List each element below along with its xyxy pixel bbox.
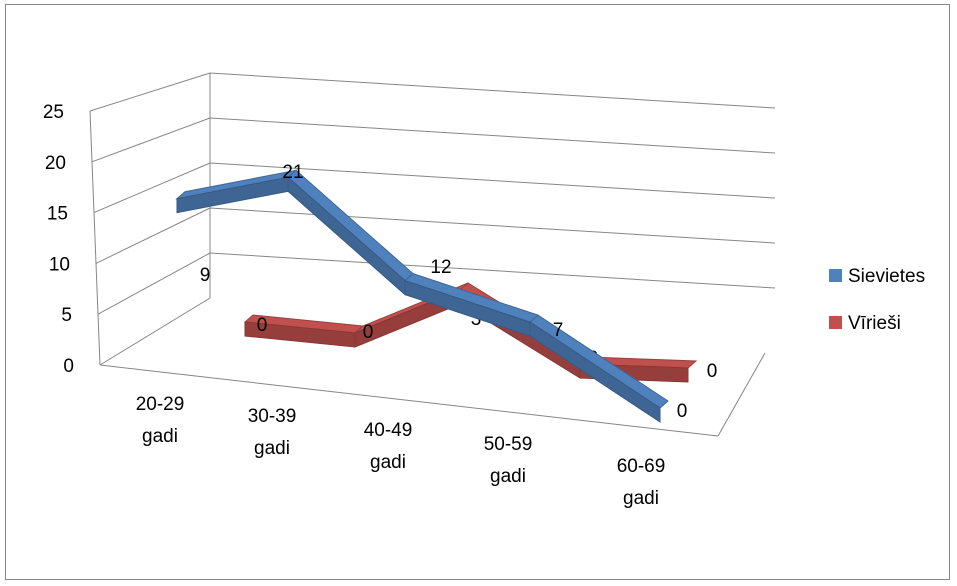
- y-tick-label: 15: [47, 204, 68, 225]
- gridline: [209, 162, 776, 199]
- side-wall-edge: [89, 110, 101, 366]
- legend-label: Sievietes: [848, 266, 925, 287]
- data-label: 7: [553, 320, 564, 341]
- series-ribbon-segment: [287, 169, 414, 282]
- legend-swatch: [829, 316, 842, 329]
- x-tick-label: 60-69: [617, 456, 666, 477]
- series-ribbon-face: [287, 176, 406, 296]
- data-label: 3: [471, 309, 482, 330]
- y-tick-label: 20: [45, 153, 66, 174]
- x-tick-label: 40-49: [364, 420, 413, 441]
- x-tick-label: gadi: [490, 466, 526, 487]
- y-tick-label: 25: [43, 102, 64, 123]
- gridline-side: [95, 207, 211, 264]
- data-label: 9: [200, 265, 211, 286]
- x-tick-label: gadi: [254, 438, 290, 459]
- gridline: [209, 252, 776, 289]
- x-tick-label: 20-29: [136, 394, 185, 415]
- gridline: [209, 72, 776, 109]
- floor-left-edge: [99, 297, 211, 366]
- y-tick-label: 5: [61, 305, 72, 326]
- gridline-side: [93, 162, 211, 214]
- data-label: 21: [282, 162, 303, 183]
- y-tick-label: 10: [49, 254, 70, 275]
- x-tick-label: gadi: [370, 452, 406, 473]
- gridline-side: [91, 117, 211, 163]
- x-tick-label: gadi: [142, 426, 178, 447]
- x-tick-label: gadi: [623, 488, 659, 509]
- floor-front-edge: [99, 364, 719, 437]
- data-label: 0: [257, 315, 268, 336]
- gridline-side: [97, 252, 211, 315]
- x-tick-label: 30-39: [248, 406, 297, 427]
- floor-right-edge: [717, 352, 766, 437]
- legend-label: Vīrieši: [848, 313, 901, 334]
- data-label: 0: [707, 361, 718, 382]
- y-tick-label: 0: [63, 356, 74, 377]
- x-tick-label: 50-59: [484, 434, 533, 455]
- gridline: [209, 207, 776, 244]
- gridline: [209, 117, 776, 154]
- series-ribbon-face: [529, 321, 661, 423]
- data-label: 12: [430, 257, 451, 278]
- data-label: 0: [363, 322, 374, 343]
- gridline-side: [89, 72, 211, 112]
- legend-swatch: [829, 269, 842, 282]
- data-label: 0: [677, 401, 688, 422]
